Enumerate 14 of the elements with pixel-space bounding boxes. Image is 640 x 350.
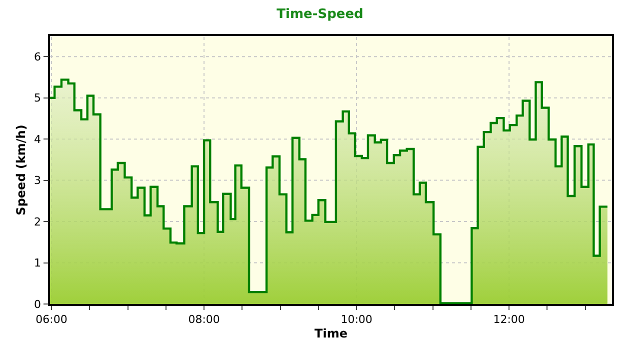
- y-axis-title: Speed (km/h): [14, 124, 28, 216]
- x-tick-label: 08:00: [188, 312, 220, 326]
- y-tick-label: 6: [34, 50, 42, 64]
- x-tick-label: 12:00: [493, 312, 525, 326]
- x-tick-label: 06:00: [36, 312, 68, 326]
- chart-title: Time-Speed: [276, 6, 364, 22]
- y-tick-label: 4: [34, 132, 42, 146]
- x-tick-label: 10:00: [340, 312, 372, 326]
- y-tick-label: 2: [34, 215, 42, 228]
- x-axis-title: Time: [314, 326, 348, 340]
- y-tick-label: 0: [34, 298, 42, 311]
- y-tick-label: 3: [34, 174, 42, 188]
- y-tick-label: 1: [34, 256, 42, 270]
- y-tick-label: 5: [34, 92, 42, 105]
